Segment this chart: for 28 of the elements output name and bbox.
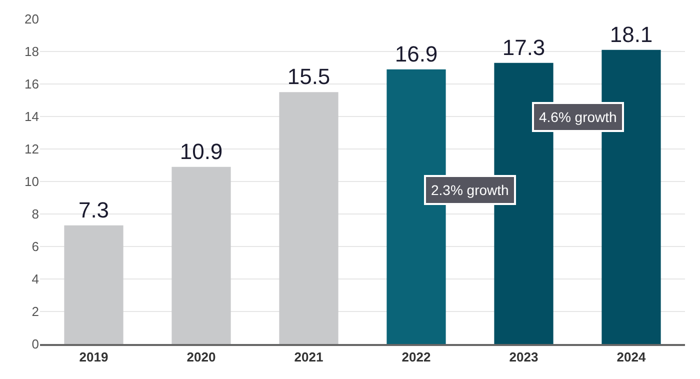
y-tick-label: 14 <box>24 109 39 124</box>
y-tick-label: 2 <box>32 304 39 320</box>
annotation: 2.3% growth <box>431 182 509 198</box>
x-tick-label: 2019 <box>79 350 108 365</box>
x-tick-label: 2022 <box>402 350 431 365</box>
y-tick-label: 10 <box>24 174 39 190</box>
y-tick-label: 18 <box>24 44 39 60</box>
data-label: 16.9 <box>394 41 438 66</box>
x-tick-label: 2020 <box>186 350 216 365</box>
y-tick-label: 0 <box>32 336 39 352</box>
x-tick-label: 2024 <box>616 350 646 365</box>
data-label: 17.3 <box>502 34 546 60</box>
y-tick-label: 4 <box>32 272 39 287</box>
y-tick-label: 8 <box>32 206 39 222</box>
bar <box>172 166 231 344</box>
data-label: 18.1 <box>610 22 653 47</box>
x-tick-label: 2021 <box>294 350 324 365</box>
y-tick-label: 16 <box>24 76 39 92</box>
annotation: 4.6% growth <box>539 109 617 125</box>
bar <box>279 92 338 344</box>
bar <box>64 225 124 344</box>
y-tick-label: 20 <box>24 12 39 27</box>
y-tick-label: 12 <box>24 142 39 157</box>
y-tick-label: 6 <box>32 239 39 254</box>
data-label: 7.3 <box>78 197 110 222</box>
data-label: 15.5 <box>287 64 330 90</box>
x-tick-label: 2023 <box>509 350 538 365</box>
data-label: 10.9 <box>180 138 223 164</box>
